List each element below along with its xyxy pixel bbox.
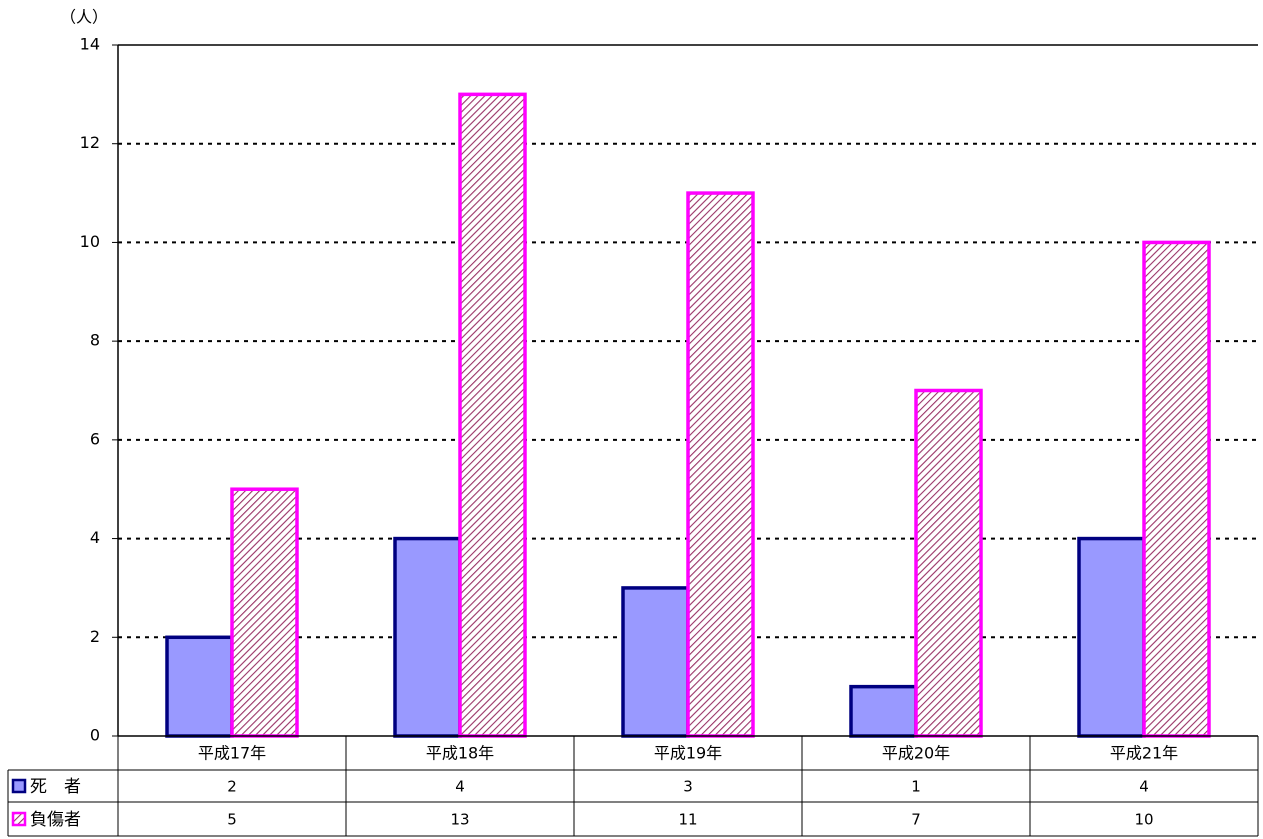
bar	[621, 586, 690, 738]
bar	[458, 92, 527, 738]
x-tick-label: 平成21年	[1110, 744, 1178, 763]
table-value: 1	[911, 778, 921, 796]
x-tick-label: 平成20年	[882, 744, 950, 763]
y-tick-label: 0	[90, 726, 100, 745]
legend-swatch	[11, 778, 27, 794]
bar	[165, 635, 234, 738]
y-tick-label: 8	[90, 331, 100, 350]
bar	[914, 388, 983, 738]
table-value: 5	[227, 811, 237, 829]
table-value: 4	[1139, 778, 1149, 796]
y-tick-label: 10	[80, 232, 100, 251]
table-value: 10	[1134, 811, 1153, 829]
x-tick-label: 平成19年	[654, 744, 722, 763]
y-tick-label: 12	[80, 133, 100, 152]
bar	[393, 536, 462, 738]
y-tick-label: 2	[90, 627, 100, 646]
y-tick-label: 14	[80, 35, 100, 54]
bar	[1142, 240, 1211, 738]
table-value: 13	[450, 811, 469, 829]
table-value: 3	[683, 778, 693, 796]
y-tick-label: 6	[90, 429, 100, 448]
y-axis-label: （人）	[60, 8, 108, 27]
x-tick-label: 平成17年	[198, 744, 266, 763]
table-value: 11	[678, 811, 697, 829]
legend-swatch	[11, 811, 27, 827]
table-value: 2	[227, 778, 237, 796]
table-value: 4	[455, 778, 465, 796]
bar	[849, 684, 918, 738]
legend-label: 負傷者	[30, 810, 81, 830]
table-value: 7	[911, 811, 921, 829]
legend-label: 死 者	[30, 777, 81, 797]
bar	[1077, 536, 1146, 738]
y-tick-label: 4	[90, 528, 100, 547]
bar	[686, 191, 755, 738]
x-tick-label: 平成18年	[426, 744, 494, 763]
bar	[230, 487, 299, 738]
